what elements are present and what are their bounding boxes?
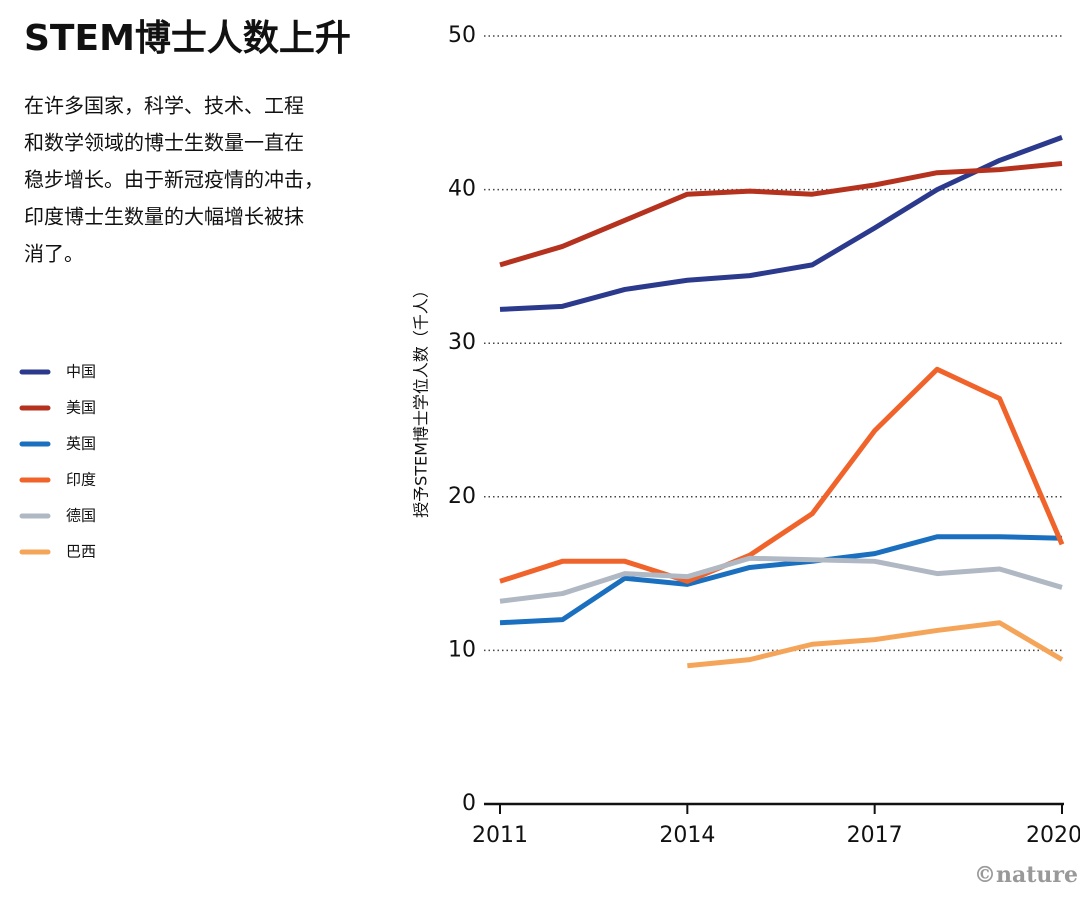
legend-label: 中国	[66, 363, 96, 381]
subtitle-line: 在许多国家，科学、技术、工程	[24, 94, 304, 118]
x-tick-label: 2011	[472, 823, 528, 848]
y-tick-label: 40	[448, 177, 476, 202]
series-line	[499, 555, 1063, 604]
chart-title: STEM博士人数上升	[24, 18, 351, 59]
subtitle-line: 印度博士生数量的大幅增长被抹	[24, 205, 304, 229]
subtitle-line: 消了。	[24, 242, 84, 266]
y-tick-label: 50	[448, 23, 476, 48]
y-tick-label: 30	[448, 330, 476, 355]
x-tick-label: 2014	[659, 823, 715, 848]
legend-label: 美国	[66, 399, 96, 417]
x-tick-label: 2020	[1026, 823, 1080, 848]
y-tick-label: 0	[462, 791, 476, 816]
y-axis-label: 授予STEM博士学位人数（千人）	[412, 282, 431, 518]
legend-label: 德国	[66, 507, 96, 525]
legend-label: 巴西	[66, 543, 96, 561]
series-line	[687, 620, 1064, 669]
subtitle-line: 稳步增长。由于新冠疫情的冲击，	[24, 168, 324, 192]
series-line	[499, 534, 1063, 626]
credit: ©nature	[974, 862, 1078, 888]
series-line	[499, 366, 1065, 584]
series-line	[499, 161, 1063, 268]
legend-label: 英国	[66, 435, 96, 453]
series-line	[499, 135, 1063, 312]
y-tick-label: 10	[448, 637, 476, 662]
subtitle-line: 和数学领域的博士生数量一直在	[24, 131, 304, 155]
x-tick-label: 2017	[847, 823, 903, 848]
legend-label: 印度	[66, 471, 96, 489]
y-tick-label: 20	[448, 484, 476, 509]
